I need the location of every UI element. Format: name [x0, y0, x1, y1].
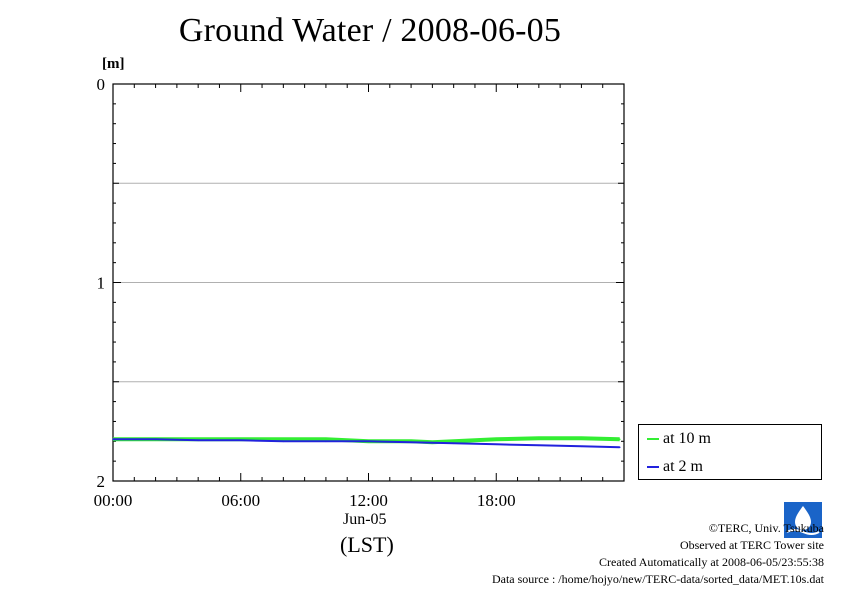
data-point — [112, 438, 114, 441]
x-timezone-label: (LST) — [340, 532, 394, 557]
series-lines — [112, 436, 621, 449]
y-tick-labels: 0 1 2 — [97, 75, 106, 491]
data-point — [239, 439, 242, 442]
legend-label-2m: at 2 m — [663, 458, 703, 475]
x-tick-label: 12:00 — [349, 491, 388, 510]
x-tick-label: 00:00 — [94, 491, 133, 510]
y-tick-label: 2 — [97, 472, 106, 491]
x-date-label: Jun-05 — [343, 511, 387, 528]
data-point — [580, 445, 583, 448]
data-point — [154, 438, 157, 441]
data-point — [495, 438, 498, 441]
axis-ticks — [112, 83, 625, 482]
x-tick-label: 18:00 — [477, 491, 516, 510]
series-line-2m — [113, 438, 620, 449]
legend-label-10m: at 10 m — [663, 430, 711, 447]
data-point — [367, 440, 370, 443]
observed-text: Observed at TERC Tower site — [679, 538, 824, 552]
x-tick-label: 06:00 — [221, 491, 260, 510]
legend: at 10 m at 2 m — [638, 424, 822, 480]
data-point — [538, 437, 540, 440]
legend-item-2m: at 2 m — [647, 457, 703, 477]
data-point — [325, 438, 327, 441]
data-point — [282, 438, 285, 441]
x-tick-labels: 00:00 06:00 12:00 18:00 — [94, 491, 516, 510]
y-tick-label: 1 — [97, 274, 106, 293]
data-point — [618, 438, 621, 441]
legend-item-10m: at 10 m — [647, 429, 711, 449]
data-point — [538, 444, 540, 447]
data-point — [197, 439, 199, 442]
data-point — [282, 440, 285, 443]
source-text: Data source : /home/hojyo/new/TERC-data/… — [491, 572, 824, 586]
data-point — [580, 437, 583, 440]
credits: ©TERC, Univ. Tsukuba Observed at TERC To… — [492, 520, 824, 588]
copyright-text: ©TERC, Univ. Tsukuba — [708, 521, 824, 535]
chart-title: Ground Water / 2008-06-05 — [178, 12, 562, 49]
legend-swatch-10m — [647, 438, 659, 440]
created-text: Created Automatically at 2008-06-05/23:5… — [599, 555, 824, 569]
data-point — [325, 440, 327, 443]
data-point — [452, 442, 455, 445]
y-tick-label: 0 — [97, 75, 106, 94]
data-point — [452, 440, 455, 443]
legend-swatch-2m — [647, 466, 659, 468]
data-point — [618, 446, 621, 449]
y-axis-unit: [m] — [102, 56, 125, 72]
terc-logo-icon — [784, 502, 822, 538]
data-point — [410, 441, 412, 444]
gridlines — [113, 182, 624, 383]
data-point — [495, 443, 498, 446]
